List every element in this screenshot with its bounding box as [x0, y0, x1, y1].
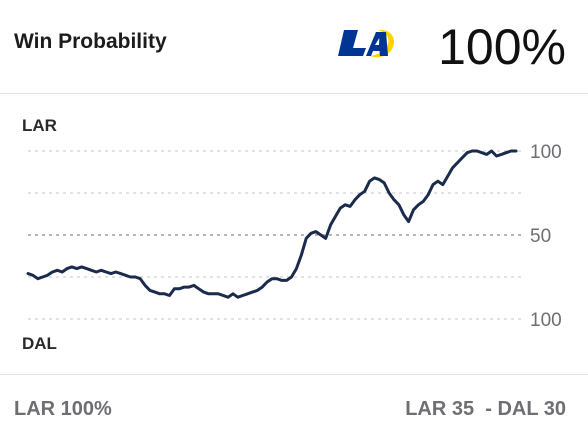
- footer-score: LAR 35 - DAL 30: [405, 398, 566, 420]
- chart-bottom-team-label: DAL: [22, 334, 57, 353]
- card-title: Win Probability: [14, 30, 167, 53]
- y-tick-label: 50: [530, 226, 551, 247]
- rams-logo-icon: [338, 29, 394, 58]
- y-tick-label: 100: [530, 310, 562, 331]
- win-probability-line: [26, 149, 518, 299]
- win-percentage: 100%: [438, 19, 566, 75]
- footer-win-probability: LAR 100%: [14, 398, 112, 420]
- y-tick-label: 100: [530, 142, 562, 163]
- footer-divider: [0, 374, 588, 375]
- chart-top-team-label: LAR: [22, 116, 57, 135]
- header-divider: [0, 93, 588, 94]
